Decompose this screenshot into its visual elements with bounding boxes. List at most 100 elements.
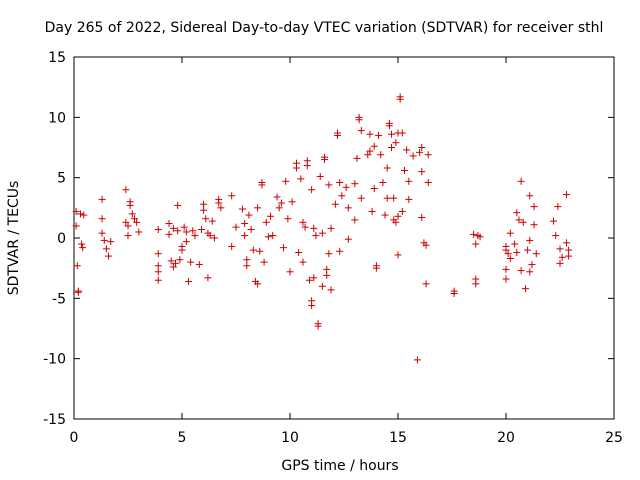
data-point <box>530 203 538 211</box>
data-point <box>269 232 277 240</box>
data-point <box>191 232 199 240</box>
data-point <box>409 152 417 160</box>
data-point <box>154 250 162 258</box>
data-point <box>515 216 523 224</box>
y-tick-label: -5 <box>52 291 66 307</box>
data-point <box>305 276 313 284</box>
data-point <box>336 178 344 186</box>
x-axis-label: GPS time / hours <box>281 458 398 474</box>
data-point <box>72 222 80 230</box>
data-point <box>122 186 130 194</box>
data-point <box>174 227 182 235</box>
y-axis: -15 -10 -5 0 5 10 15 <box>43 50 614 428</box>
data-point <box>368 207 376 215</box>
data-point <box>394 251 402 259</box>
data-point <box>355 113 363 121</box>
data-point <box>504 250 512 258</box>
data-point <box>327 286 335 294</box>
data-point <box>502 275 510 283</box>
data-point <box>297 175 305 183</box>
data-point <box>524 246 532 254</box>
data-point <box>275 204 283 212</box>
data-point <box>73 262 81 270</box>
data-point <box>528 261 536 269</box>
y-tick-label: -10 <box>43 352 66 368</box>
y-tick-label: -15 <box>43 412 66 428</box>
data-point <box>323 265 331 273</box>
data-point <box>517 177 525 185</box>
data-point <box>254 280 262 288</box>
data-point <box>310 274 318 282</box>
data-point <box>197 226 205 234</box>
data-point <box>521 285 529 293</box>
data-point <box>200 206 208 214</box>
data-point <box>344 235 352 243</box>
data-point <box>530 221 538 229</box>
y-tick-label: 5 <box>57 171 66 187</box>
y-tick-label: 0 <box>57 231 66 247</box>
data-point <box>344 204 352 212</box>
data-point <box>310 224 318 232</box>
data-point <box>511 240 519 248</box>
data-point <box>519 218 527 226</box>
data-point <box>299 218 307 226</box>
data-point <box>323 271 331 279</box>
data-point <box>154 226 162 234</box>
data-point <box>264 233 272 241</box>
data-point <box>107 238 115 246</box>
data-point <box>472 280 480 288</box>
data-point <box>308 302 316 310</box>
data-point <box>262 218 270 226</box>
data-point <box>180 223 188 231</box>
data-point <box>357 194 365 202</box>
data-point <box>154 262 162 270</box>
data-point <box>392 218 400 226</box>
data-point <box>424 151 432 159</box>
data-point <box>370 142 378 150</box>
data-point <box>396 93 404 101</box>
data-point <box>392 139 400 147</box>
data-point <box>72 207 80 215</box>
data-point <box>154 268 162 276</box>
data-point <box>308 186 316 194</box>
data-point <box>390 194 398 202</box>
data-point <box>385 122 393 130</box>
data-point <box>513 209 521 217</box>
data-point <box>184 277 192 285</box>
data-point <box>370 185 378 193</box>
data-point <box>364 151 372 159</box>
x-tick-label: 10 <box>281 430 299 446</box>
data-point <box>526 268 534 276</box>
data-point <box>286 268 294 276</box>
data-point <box>325 250 333 258</box>
x-tick-label: 20 <box>497 430 515 446</box>
data-point <box>260 258 268 266</box>
data-point <box>526 236 534 244</box>
data-point <box>167 257 175 265</box>
data-point <box>403 146 411 154</box>
data-point <box>532 250 540 258</box>
data-point <box>405 177 413 185</box>
data-point <box>133 218 141 226</box>
x-tick-label: 0 <box>70 430 79 446</box>
data-point <box>383 194 391 202</box>
data-point <box>377 151 385 159</box>
data-point <box>98 215 106 223</box>
data-point <box>379 178 387 186</box>
data-point <box>502 246 510 254</box>
data-point <box>172 259 180 267</box>
data-point <box>241 220 249 228</box>
data-point <box>204 274 212 282</box>
data-point <box>195 261 203 269</box>
data-point <box>562 191 570 199</box>
data-point <box>267 212 275 220</box>
data-point <box>232 223 240 231</box>
data-point <box>277 199 285 207</box>
data-point <box>79 244 87 252</box>
data-points <box>72 93 573 364</box>
data-point <box>526 192 534 200</box>
data-point <box>303 162 311 170</box>
data-point <box>418 168 426 176</box>
data-point <box>247 226 255 234</box>
data-point <box>314 322 322 330</box>
